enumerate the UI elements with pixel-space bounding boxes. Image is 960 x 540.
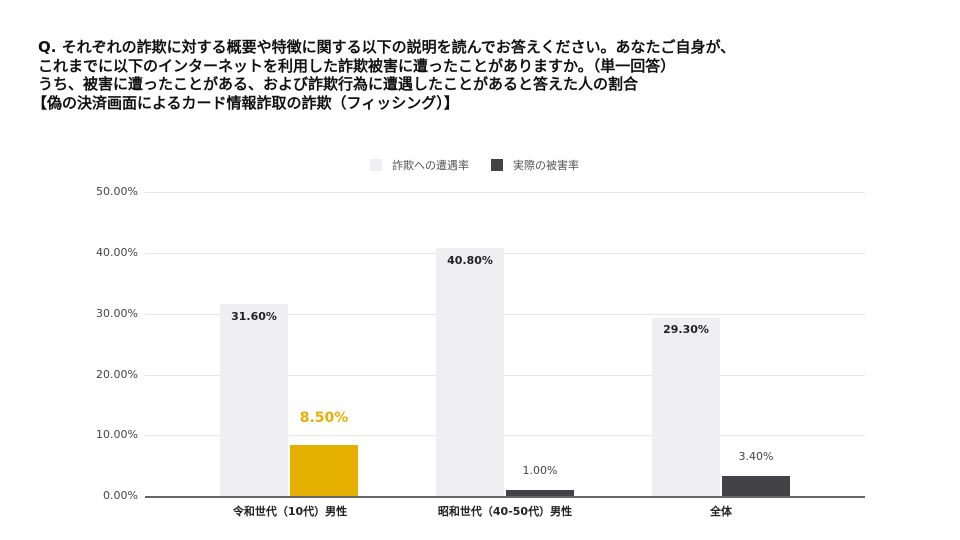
bar-encounter-total — [652, 318, 720, 496]
question-line-2: これまでに以下のインターネットを利用した詐欺被害に遭ったことがありますか。（単一… — [38, 56, 676, 75]
question-line-3: うち、被害に遭ったことがある、および詐欺行為に遭遇したことがあると答えた人の割合 — [38, 75, 639, 93]
gridline-30 — [145, 314, 865, 315]
gridline-40 — [145, 253, 865, 254]
question-text: Q. それぞれの詐欺に対する概要や特徴に関する以下の説明を読んでお答えください。… — [32, 38, 938, 112]
bar-damage-total — [722, 476, 790, 496]
y-tick-0: 0.00% — [103, 489, 138, 502]
y-tick-50: 50.00% — [96, 185, 138, 198]
x-label-reiwa: 令和世代（10代）男性 — [232, 505, 348, 518]
value-label-damage-showa: 1.00% — [522, 464, 558, 477]
y-tick-40: 40.00% — [96, 246, 138, 259]
value-label-encounter-showa: 40.80% — [447, 254, 493, 267]
gridline-20 — [145, 375, 865, 376]
bar-encounter-showa — [436, 248, 504, 496]
legend-item-damage: 実際の被害率 — [491, 157, 579, 173]
value-label-damage-total: 3.40% — [738, 450, 774, 463]
x-axis-baseline — [145, 496, 865, 498]
y-tick-20: 20.00% — [96, 368, 138, 381]
legend-label-encounter: 詐欺への遭遇率 — [392, 159, 469, 172]
value-label-encounter-reiwa: 31.60% — [231, 310, 277, 323]
y-tick-10: 10.00% — [96, 428, 138, 441]
gridline-10 — [145, 435, 865, 436]
question-line-1: Q. それぞれの詐欺に対する概要や特徴に関する以下の説明を読んでお答えください。… — [38, 38, 736, 56]
value-label-damage-reiwa: 8.50% — [299, 410, 349, 426]
legend-item-encounter: 詐欺への遭遇率 — [370, 157, 469, 173]
bar-damage-reiwa — [290, 445, 358, 496]
y-tick-30: 30.00% — [96, 307, 138, 320]
bar-encounter-reiwa — [220, 304, 288, 496]
chart-legend: 詐欺への遭遇率 実際の被害率 — [370, 157, 601, 173]
legend-swatch-encounter — [370, 159, 382, 171]
question-line-4: 【偽の決済画面によるカード情報詐取の詐欺（フィッシング）】 — [32, 93, 459, 112]
bar-damage-showa — [506, 490, 574, 496]
gridline-50 — [145, 192, 865, 193]
legend-swatch-damage — [491, 159, 503, 171]
x-label-showa: 昭和世代（40-50代）男性 — [437, 505, 573, 518]
legend-label-damage: 実際の被害率 — [513, 159, 579, 172]
x-label-total: 全体 — [710, 505, 732, 518]
value-label-encounter-total: 29.30% — [663, 323, 709, 336]
